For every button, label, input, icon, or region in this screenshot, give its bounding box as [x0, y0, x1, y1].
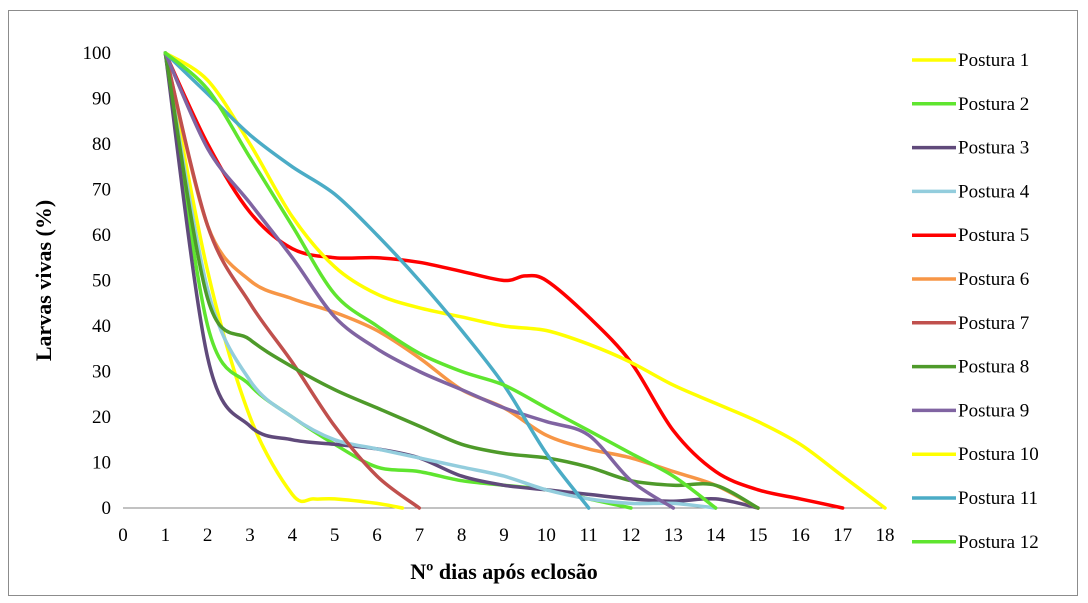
legend-label: Postura 8	[958, 357, 1029, 378]
series-line-postura-3	[163, 51, 760, 510]
series-line-postura-12	[163, 51, 718, 510]
legend-label: Postura 2	[958, 94, 1029, 115]
x-tick-label: 4	[288, 525, 298, 546]
series-line-postura-1	[163, 51, 405, 510]
series-line-postura-7	[163, 51, 422, 510]
legend-item-postura-3: Postura 3	[912, 138, 1029, 159]
legend-item-postura-11: Postura 11	[912, 488, 1038, 509]
x-tick-label: 13	[664, 525, 683, 546]
x-tick-label: 0	[118, 525, 128, 546]
x-tick-label: 11	[580, 525, 598, 546]
y-tick-label: 90	[92, 89, 111, 110]
x-tick-label: 8	[457, 525, 467, 546]
y-axis-title: Larvas vivas (%)	[31, 200, 56, 361]
legend-label: Postura 9	[958, 400, 1029, 421]
legend-item-postura-7: Postura 7	[912, 313, 1029, 334]
y-tick-labels: 0 10 20 30 40 50 60 70 80 90 100	[83, 43, 112, 519]
legend-item-postura-2: Postura 2	[912, 94, 1029, 115]
x-tick-labels: 0 1 2 3 4 5 6 7 8 9 10 11 12 13 14 15 16 17 18	[118, 525, 894, 546]
series-line-postura-6	[163, 51, 760, 510]
x-axis-title: Nº dias após eclosão	[410, 559, 598, 584]
series-line-postura-10	[163, 51, 887, 510]
legend: Postura 1 Postura 2 Postura 3 Postura 4 Post…	[912, 50, 1039, 553]
x-tick-label: 15	[749, 525, 768, 546]
legend-label: Postura 1	[958, 50, 1029, 71]
y-tick-label: 40	[92, 316, 111, 337]
legend-item-postura-8: Postura 8	[912, 357, 1029, 378]
y-tick-label: 100	[83, 43, 112, 64]
line-chart: 0 1 2 3 4 5 6 7 8 9 10 11 12 13 14 15 16 17 18 01020304050…	[31, 43, 1039, 584]
series-line-postura-8	[163, 51, 760, 510]
series-line-postura-9	[163, 51, 676, 510]
series-line-postura-11	[163, 51, 591, 510]
plot-area: 0 1 2 3 4 5 6 7 8 9 10 11 12 13 14 15 16 17 18 01020304050…	[83, 43, 895, 546]
y-tick-label: 0	[102, 498, 112, 519]
legend-label: Postura 4	[958, 181, 1030, 202]
y-tick-label: 20	[92, 407, 111, 428]
x-tick-label: 7	[415, 525, 425, 546]
x-tick-label: 2	[203, 525, 213, 546]
x-tick-label: 9	[499, 525, 509, 546]
series-line-postura-4	[163, 51, 718, 510]
legend-label: Postura 12	[958, 532, 1039, 553]
legend-item-postura-12: Postura 12	[912, 532, 1039, 553]
legend-item-postura-6: Postura 6	[912, 269, 1029, 290]
legend-item-postura-10: Postura 10	[912, 444, 1039, 465]
y-tick-label: 30	[92, 362, 111, 383]
legend-label: Postura 11	[958, 488, 1038, 509]
legend-label: Postura 3	[958, 138, 1029, 159]
chart-frame: 0 1 2 3 4 5 6 7 8 9 10 11 12 13 14 15 16 17 18 0 10 20 30 40 50…	[8, 10, 1078, 596]
legend-label: Postura 7	[958, 313, 1029, 334]
x-tick-label: 17	[833, 525, 852, 546]
legend-item-postura-9: Postura 9	[912, 400, 1029, 421]
x-tick-label: 3	[245, 525, 255, 546]
y-tick-label: 10	[92, 453, 111, 474]
series-line-postura-5	[163, 51, 845, 510]
x-tick-label: 14	[706, 525, 726, 546]
x-tick-label: 18	[876, 525, 895, 546]
y-tick-label: 60	[92, 225, 111, 246]
x-tick-label: 12	[622, 525, 641, 546]
legend-item-postura-1: Postura 1	[912, 50, 1029, 71]
y-tick-label: 80	[92, 134, 111, 155]
x-tick-label: 1	[161, 525, 171, 546]
legend-item-postura-4: Postura 4	[912, 181, 1030, 202]
legend-label: Postura 5	[958, 225, 1029, 246]
x-tick-label: 6	[372, 525, 382, 546]
legend-label: Postura 10	[958, 444, 1039, 465]
y-tick-label: 70	[92, 180, 111, 201]
x-tick-label: 16	[791, 525, 810, 546]
series-lines	[163, 51, 887, 510]
x-tick-label: 5	[330, 525, 340, 546]
legend-label: Postura 6	[958, 269, 1029, 290]
legend-item-postura-5: Postura 5	[912, 225, 1029, 246]
x-tick-label: 10	[537, 525, 556, 546]
y-tick-label: 50	[92, 271, 111, 292]
